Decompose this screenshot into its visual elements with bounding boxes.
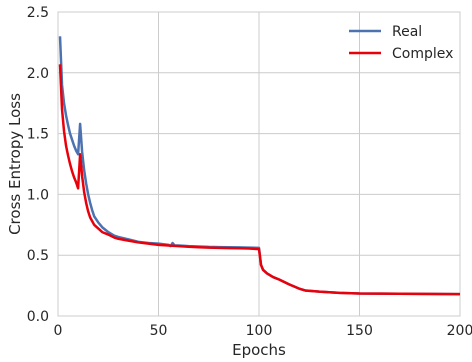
legend-label-complex: Complex: [392, 46, 453, 62]
y-tick-label: 2.5: [27, 5, 49, 21]
legend: Real Complex: [349, 24, 453, 62]
x-tick-label: 100: [246, 323, 273, 339]
y-tick-label: 1.0: [27, 187, 49, 203]
grid-lines: [57, 11, 461, 317]
y-tick-label: 0.5: [27, 248, 49, 264]
y-axis-label: Cross Entropy Loss: [6, 93, 24, 235]
x-tick-label: 200: [447, 323, 472, 339]
y-tick-label: 2.0: [27, 66, 49, 82]
x-tick-label: 0: [54, 323, 63, 339]
x-tick-label: 150: [346, 323, 373, 339]
x-axis-label: Epochs: [232, 341, 286, 359]
y-tick-label: 1.5: [27, 127, 49, 143]
tick-labels: 0 50 100 150 200 0.0 0.5 1.0 1.5 2.0 2.5: [27, 5, 472, 339]
y-tick-label: 0.0: [27, 309, 49, 325]
legend-label-real: Real: [392, 24, 422, 40]
series-lines: [58, 36, 461, 296]
x-tick-label: 50: [150, 323, 168, 339]
series-line-complex: [58, 64, 461, 296]
